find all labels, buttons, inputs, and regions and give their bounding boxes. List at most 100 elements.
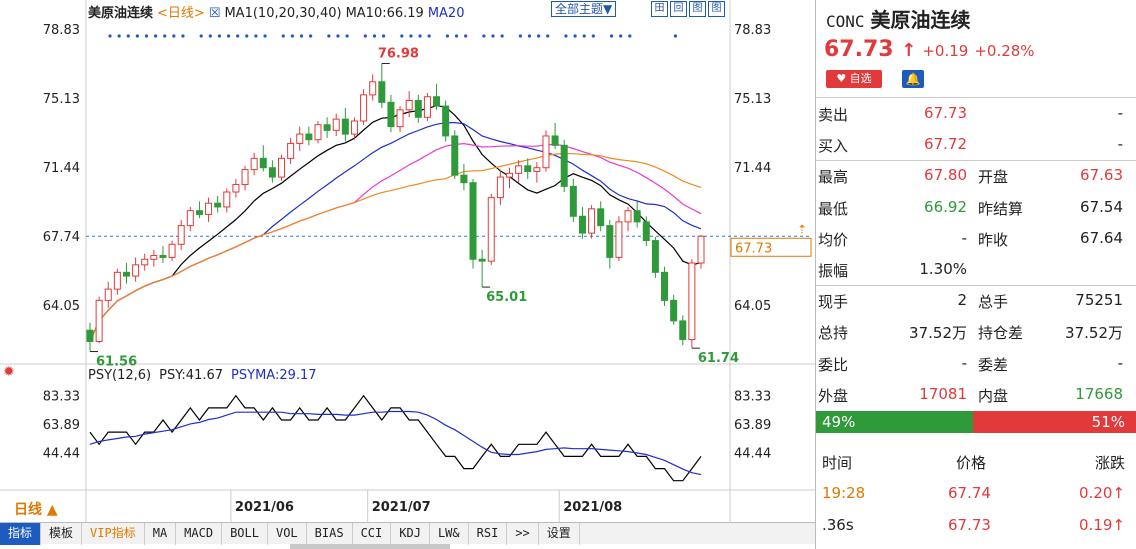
candle-body [287,142,295,159]
quote-row: 卖出 67.73 - [816,98,1136,129]
horizontal-scrollbar[interactable] [290,544,450,549]
signal-dot [445,34,450,38]
tab-4[interactable]: MACD [176,523,223,545]
tab-2[interactable]: VIP指标 [82,523,145,545]
signal-dot [281,34,285,38]
candle-body [469,182,477,260]
quote-label: 内盘 [978,386,1009,405]
psy-line [89,394,702,482]
candle-body [624,210,632,223]
layout-chart-icon[interactable]: 图 [689,1,706,17]
quote-label: 均价 [818,230,849,249]
candle-body [141,258,149,266]
candle-body [132,264,140,277]
price-axis-label-left: 71.44 [43,161,80,176]
tick-col-change: 涨跌 [1094,454,1125,472]
ma-toggle-icon[interactable]: ☒ [208,6,221,21]
tab-0[interactable]: 指标 [0,523,42,545]
add-favorite-button[interactable]: ♥ 自选 [826,70,882,88]
candle-body [606,225,614,258]
tab-13[interactable]: 设置 [539,523,580,545]
tab-9[interactable]: KDJ [391,523,430,545]
tab-8[interactable]: CCI [353,523,392,545]
tab-12[interactable]: >> [507,523,539,545]
signal-dot [409,34,413,38]
ma10-line [89,105,702,342]
signal-dot [245,34,249,38]
candle-body [414,99,422,118]
candle-body [442,105,450,137]
candle-body [496,176,504,199]
candle-body [369,81,377,96]
candle-body [387,101,395,128]
signal-dot [372,34,377,38]
price-axis-label-left: 78.83 [43,23,80,38]
signal-dot [482,34,486,38]
kline-chart-svg[interactable]: 78.83 78.83 75.13 75.13 71.44 71.44 67.74 64.05… [0,0,815,522]
price-axis-label-right: 64.05 [734,299,771,314]
tab-7[interactable]: BIAS [307,523,353,545]
quote-label: 持仓差 [978,324,1024,343]
price-axis-label-right: 75.13 [734,92,771,107]
layout-window-icon[interactable]: 回 [670,1,687,17]
candle-body [642,221,650,242]
candle-body [542,135,550,169]
signal-dot [263,34,267,38]
quote-label: 总手 [978,293,1009,312]
tab-6[interactable]: VOL [268,523,307,545]
period-button[interactable]: 日线 ▲ [14,502,58,518]
candle-body [223,191,231,208]
quote-panel: CONC 美原油连续 67.73 ↑ +0.19 +0.28% ♥ 自选 🔔 卖出 67… [815,0,1136,549]
up-arrow-icon: ↑ [901,40,917,61]
bell-icon[interactable]: 🔔 [902,70,924,88]
tab-10[interactable]: LW& [430,523,469,545]
layout-export-icon[interactable]: 图 [708,1,725,17]
candle-body [214,202,222,208]
candle-body [305,133,313,141]
quote-row: 现手 2 总手 75251 [816,285,1136,316]
tab-1[interactable]: 模板 [41,523,83,545]
candle-body [195,210,203,215]
quote-value: - [1117,135,1123,154]
arrow-up-icon: ⇡ [797,222,807,236]
tab-3[interactable]: MA [145,523,177,545]
tab-11[interactable]: RSI [469,523,508,545]
quote-label: 最低 [818,199,849,218]
signal-dot [591,34,595,38]
layout-grid-icon[interactable]: 田 [651,1,668,17]
signal-dot [217,34,222,38]
kline-chart-area[interactable]: 78.83 78.83 75.13 75.13 71.44 71.44 67.74 64.05… [0,0,815,549]
ma-label: MA1(10,20,30,40) [224,6,342,21]
price-annotation: 61.56 [96,355,137,370]
signal-dot [400,34,404,38]
signal-dot [163,34,167,38]
theme-selector-button[interactable]: 全部主题▼ [551,1,617,17]
psy-axis-label-left: 63.89 [43,418,80,433]
signal-dot [527,34,532,38]
candle-body [341,118,349,135]
tick-change: 0.20↑ [1079,484,1125,502]
candle-body [150,255,158,260]
tab-5[interactable]: BOLL [222,523,268,545]
signal-dot [518,34,522,38]
quote-value: - [961,353,967,372]
indicator-settings-icon[interactable]: ✹ [3,364,15,380]
quote-value: 1.30% [919,260,967,278]
quote-value: 67.64 [1080,228,1123,247]
candle-body [688,262,696,341]
candle-body [478,258,486,262]
indicator-legend: PSY(12,6) PSY:41.67 PSYMA:29.17 [88,368,325,383]
signal-dot [336,34,340,38]
quote-row: 买入 67.72 - [816,129,1136,160]
signal-dot [609,34,614,38]
divider [816,285,1136,287]
psyma-line [89,410,702,476]
ma10-value: MA10:66.19 [345,6,424,21]
quote-label: 卖出 [818,106,849,124]
signal-dot [135,34,139,38]
quote-value: 67.72 [924,135,967,154]
period-tag: <日线> [157,6,205,21]
signal-dot [153,34,158,38]
candle-body [205,202,213,215]
tick-time: 19:28 [822,484,866,502]
